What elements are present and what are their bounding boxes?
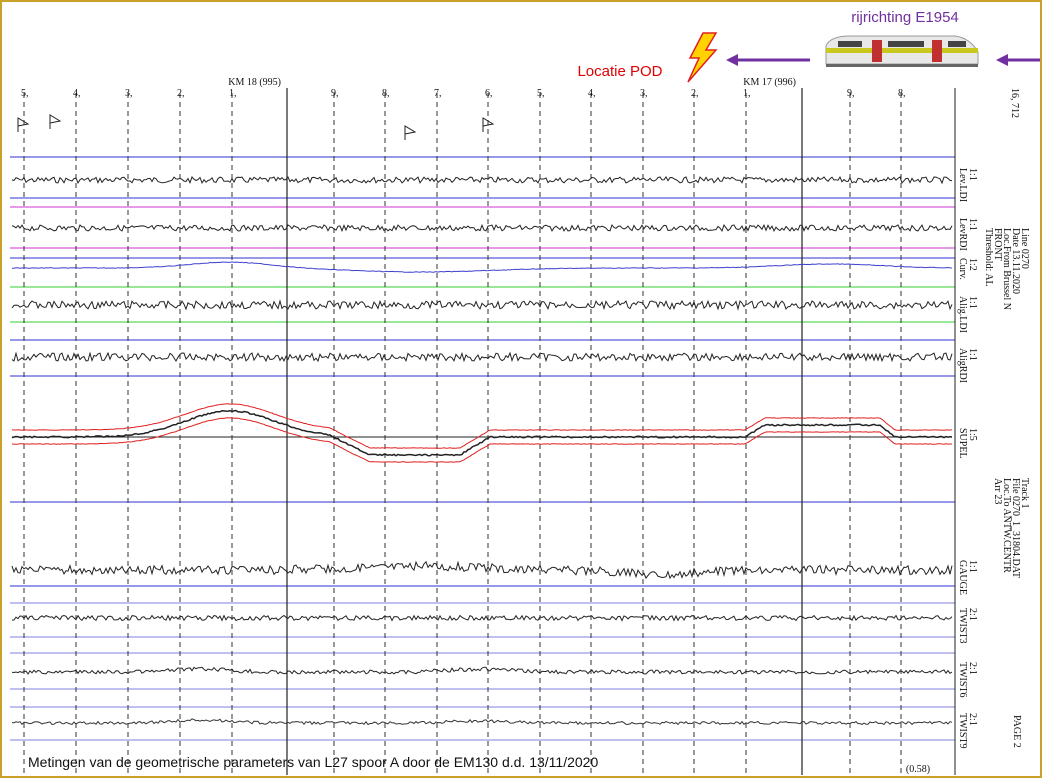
channel-name: TWIST6 <box>957 662 968 698</box>
channel-scale: 2:1 <box>967 713 978 726</box>
ruler-tick-label: 9, <box>847 88 855 99</box>
channel-name: Curv. <box>957 258 968 280</box>
page-number: PAGE 2 <box>1011 715 1022 748</box>
channel-scale: 1:1 <box>967 348 978 361</box>
page-border <box>1 1 1041 777</box>
channel-name: AligRDI <box>957 348 968 383</box>
channel-scale: 1:2 <box>967 258 978 271</box>
info-line: Arr 23 <box>992 478 1003 504</box>
channel-name: Lev.LDI <box>957 168 968 202</box>
km-marker: KM 18 (995) <box>228 77 281 88</box>
ruler-tick-label: 1, <box>229 88 237 99</box>
channel-scale: 1:1 <box>967 218 978 231</box>
ruler-tick-label: 4, <box>588 88 596 99</box>
channel-name: TWIST3 <box>957 608 968 644</box>
ruler-tick-label: 9, <box>331 88 339 99</box>
channel-scale: 1:5 <box>967 428 978 441</box>
ruler-tick-label: 4, <box>73 88 81 99</box>
channel-scale: 2:1 <box>967 608 978 621</box>
channel-name: GAUGE <box>957 560 968 595</box>
ruler-tick-label: 7, <box>434 88 442 99</box>
channel-scale: 1:1 <box>967 560 978 573</box>
channel-scale: 1:1 <box>967 168 978 181</box>
ruler-tick-label: 3, <box>125 88 133 99</box>
channel-name: SUPEL <box>957 428 968 459</box>
channel-name: TWIST9 <box>957 713 968 749</box>
ruler-tick-label: 8, <box>382 88 390 99</box>
footnote: (0.58) <box>906 764 930 775</box>
direction-label: rijrichting E1954 <box>851 9 959 26</box>
location-label: Locatie POD <box>577 63 662 80</box>
train-icon <box>826 36 978 67</box>
corner-label: 16, 712 <box>1009 88 1020 118</box>
ruler-tick-label: 3, <box>640 88 648 99</box>
ruler-tick-label: 1, <box>743 88 751 99</box>
caption: Metingen van de geometrische parameters … <box>28 754 598 770</box>
channel-name: LevRDI <box>957 218 968 251</box>
channel-scale: 1:1 <box>967 296 978 309</box>
channel-scale: 2:1 <box>967 662 978 675</box>
km-marker: KM 17 (996) <box>743 77 796 88</box>
ruler-tick-label: 5, <box>537 88 545 99</box>
ruler-tick-label: 2, <box>691 88 699 99</box>
info-line: Threshold: AL <box>983 228 994 287</box>
page: 5, 4, 3, 2, 1, 9, 8, 7, 6, 5, 4, 3, 2, 1, 9, 8, KM 18 (9… <box>0 0 1042 778</box>
ruler-tick-label: 8, <box>898 88 906 99</box>
ruler-tick-label: 5, <box>21 88 29 99</box>
channel-name: Alig.LDI <box>957 296 968 333</box>
ruler-tick-label: 2, <box>177 88 185 99</box>
ruler-tick-label: 6, <box>485 88 493 99</box>
